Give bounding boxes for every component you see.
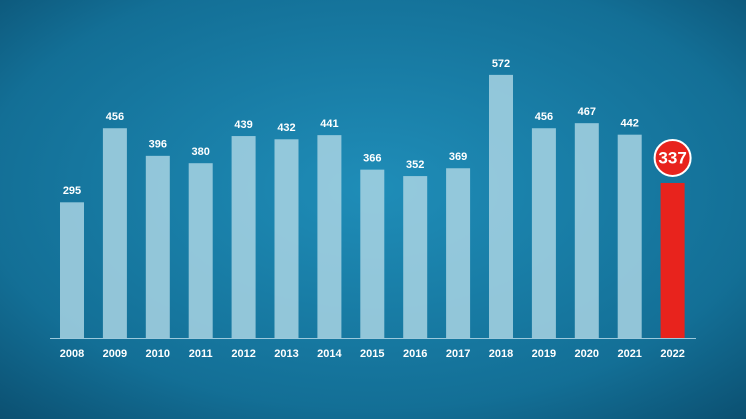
bar [489,74,513,338]
bar [145,155,170,338]
value-label: 295 [63,185,81,197]
x-tick-label: 2009 [103,348,127,360]
bar [617,134,642,338]
bar [317,135,342,338]
value-label: 396 [149,139,167,151]
value-label: 456 [106,111,124,123]
x-tick-label: 2011 [189,348,213,360]
value-label: 432 [277,122,295,134]
bar [231,136,256,338]
x-tick-label: 2016 [403,348,427,360]
value-label: 337 [658,148,686,167]
bar [360,169,385,338]
value-label: 467 [578,106,596,118]
x-tick-label: 2017 [446,348,470,360]
value-label: 366 [363,153,381,165]
x-tick-label: 2022 [660,348,684,360]
x-tick-label: 2019 [532,348,556,360]
x-tick-label: 2014 [317,348,342,360]
bar [403,176,428,338]
value-label: 352 [406,159,424,171]
bar [660,182,685,338]
x-tick-label: 2010 [146,348,170,360]
x-tick-label: 2018 [489,348,513,360]
x-tick-label: 2012 [231,348,255,360]
bar [531,128,556,338]
x-tick-label: 2013 [274,348,298,360]
bar [446,168,471,338]
value-label: 439 [234,119,252,131]
x-tick-label: 2021 [617,348,641,360]
bar [102,128,127,338]
highlight-badge [653,138,692,177]
bar [188,163,213,338]
value-label: 380 [192,146,210,158]
value-label: 572 [492,58,510,70]
bar [274,139,299,338]
value-label: 456 [535,111,553,123]
x-tick-label: 2008 [60,348,84,360]
bar [574,123,599,339]
value-label: 369 [449,151,467,163]
bar [60,202,84,338]
x-tick-label: 2020 [575,348,599,360]
x-tick-label: 2015 [360,348,384,360]
value-label: 441 [320,118,338,130]
value-label: 442 [621,118,639,130]
